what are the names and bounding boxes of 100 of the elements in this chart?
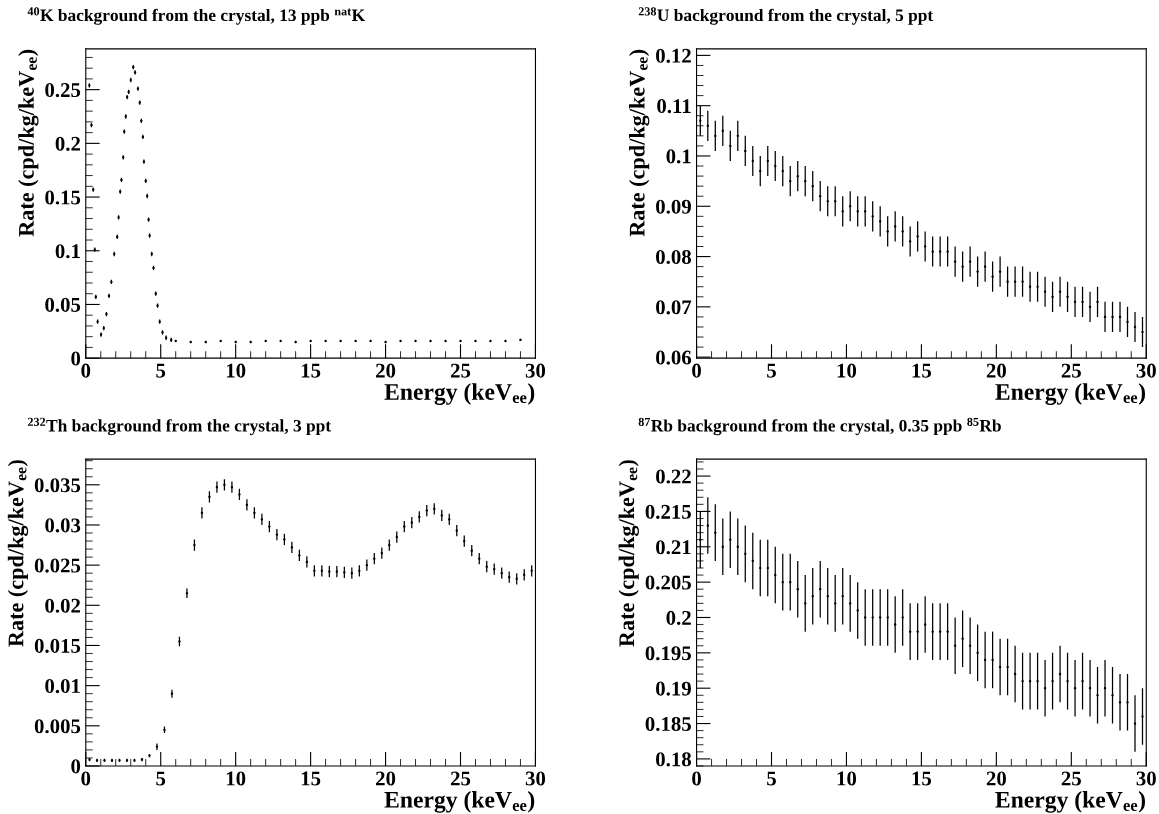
y-tick-label: 0.08 <box>656 249 692 265</box>
y-tick-label: 0.215 <box>645 504 691 519</box>
y-tick-label: 0.07 <box>656 300 692 315</box>
y-tick-label: 0.06 <box>656 350 692 365</box>
point <box>1081 679 1084 683</box>
point <box>208 495 211 499</box>
point <box>946 630 949 633</box>
x-tick-label: 20 <box>376 771 396 786</box>
x-axis-title: Energy (keV$_{ee}$) <box>995 383 1146 405</box>
y-tick-label: 0.09 <box>656 199 691 214</box>
point <box>1126 701 1129 704</box>
point <box>455 529 458 532</box>
point <box>893 225 897 228</box>
point <box>253 511 256 515</box>
point <box>923 245 927 248</box>
y-tick-label: 0.05 <box>45 297 81 312</box>
point <box>886 230 889 233</box>
point <box>1021 679 1024 683</box>
x-tick-label: 25 <box>1061 771 1081 786</box>
x-tick-label: 15 <box>912 363 932 378</box>
x-tick-label: 20 <box>986 771 1006 786</box>
y-tick-label: 0 <box>71 759 81 774</box>
y-tick-label: 0.03 <box>45 518 81 533</box>
point <box>290 546 294 549</box>
y-tick-label: 0.195 <box>645 646 691 661</box>
x-tick-label: 5 <box>767 771 776 786</box>
point <box>1081 300 1084 304</box>
point <box>298 554 301 557</box>
x-tick-label: 15 <box>301 771 321 786</box>
point <box>283 538 286 541</box>
y-tick-label: 0.22 <box>656 469 691 484</box>
y-tick-label: 0.035 <box>34 478 81 493</box>
point <box>901 230 904 233</box>
y-tick-label: 0.21 <box>656 540 691 555</box>
point <box>893 623 897 626</box>
point <box>1133 722 1137 725</box>
point <box>938 250 942 253</box>
point <box>901 616 904 619</box>
y-tick-label: 0.1 <box>55 244 80 259</box>
y-tick-label: 0.12 <box>656 48 691 63</box>
point <box>1141 715 1144 718</box>
y-tick-label: 0.205 <box>645 575 691 590</box>
y-tick-label: 0.02 <box>45 598 81 613</box>
x-tick-label: 0 <box>81 363 91 378</box>
x-tick-label: 10 <box>837 363 857 378</box>
point <box>983 265 987 268</box>
x-tick-label: 10 <box>226 771 246 786</box>
point <box>1111 315 1114 319</box>
x-tick-label: 5 <box>767 363 776 378</box>
point <box>1126 320 1129 324</box>
point <box>193 543 196 547</box>
x-tick-label: 30 <box>525 363 546 378</box>
point <box>923 623 927 626</box>
point <box>968 260 972 263</box>
chart-title: $^{238}$U background from the crystal, 5 ppt <box>638 7 934 25</box>
x-tick-label: 15 <box>301 363 321 378</box>
y-tick-label: 0.19 <box>656 681 691 696</box>
point <box>931 630 934 633</box>
point <box>1036 679 1039 683</box>
y-axis-title: Rate (cpd/kg/keV$_{ee}$) <box>7 460 29 647</box>
y-axis-title: Rate (cpd/kg/keV$_{ee}$) <box>18 49 39 237</box>
point <box>976 651 979 655</box>
point <box>953 260 957 263</box>
x-tick-label: 10 <box>837 771 857 786</box>
x-tick-label: 30 <box>525 771 546 786</box>
y-tick-label: 0.185 <box>645 716 691 732</box>
chart-title: $^{232}$Th background from the crystal, 3 ppt <box>27 417 332 436</box>
point <box>916 235 919 238</box>
y-axis-title: Rate (cpd/kg/keV$_{ee}$) <box>618 460 639 647</box>
y-tick-label: 0.1 <box>666 149 691 164</box>
point <box>908 240 912 243</box>
point <box>916 630 919 633</box>
x-tick-label: 25 <box>450 771 471 786</box>
y-tick-label: 0.005 <box>34 719 81 734</box>
point <box>991 658 994 662</box>
y-tick-label: 0.025 <box>34 558 81 573</box>
y-tick-label: 0.2 <box>55 136 81 151</box>
x-tick-label: 20 <box>986 363 1006 378</box>
y-axis-title: Rate (cpd/kg/keV$_{ee}$) <box>629 49 650 237</box>
point <box>328 570 331 573</box>
point <box>991 275 994 278</box>
y-tick-label: 0.18 <box>656 752 692 767</box>
x-tick-label: 30 <box>1136 771 1156 786</box>
point <box>931 250 934 253</box>
y-tick-label: 0.25 <box>45 83 81 98</box>
point <box>871 616 874 619</box>
y-tick-label: 0.11 <box>657 99 691 114</box>
point <box>275 533 279 536</box>
y-tick-label: 0.15 <box>45 190 81 205</box>
x-axis-title: Energy (keV$_{ee}$) <box>384 383 535 405</box>
y-tick-label: 0 <box>71 351 81 366</box>
x-tick-label: 30 <box>1136 363 1156 378</box>
point <box>946 250 949 253</box>
point <box>238 493 241 496</box>
point <box>1066 679 1069 683</box>
point <box>1051 295 1054 298</box>
x-tick-label: 15 <box>912 771 932 786</box>
point <box>938 630 942 633</box>
x-tick-label: 5 <box>156 771 166 786</box>
y-tick-label: 0.015 <box>34 638 81 653</box>
